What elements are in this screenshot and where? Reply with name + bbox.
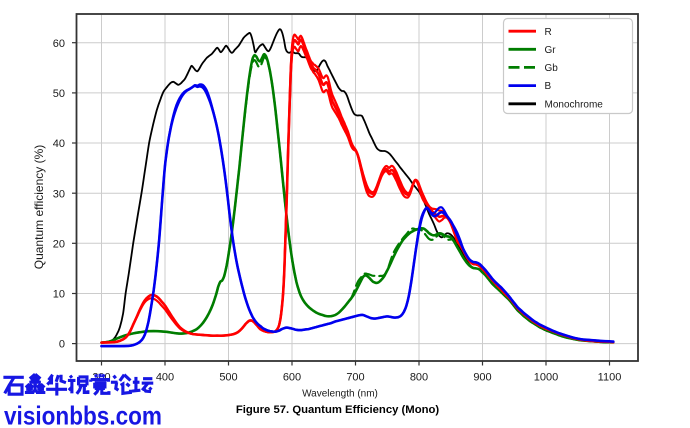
svg-text:Quantum efficiency (%): Quantum efficiency (%) <box>32 145 46 270</box>
svg-text:Wavelength (nm): Wavelength (nm) <box>302 389 378 400</box>
svg-text:Monochrome: Monochrome <box>545 99 604 110</box>
svg-text:700: 700 <box>346 372 364 384</box>
svg-text:Gr: Gr <box>545 45 557 56</box>
svg-text:0: 0 <box>59 339 65 351</box>
svg-text:1000: 1000 <box>534 372 558 384</box>
svg-text:600: 600 <box>283 372 301 384</box>
svg-text:R: R <box>545 27 552 38</box>
svg-text:10: 10 <box>53 289 65 301</box>
svg-text:400: 400 <box>156 372 174 384</box>
svg-text:30: 30 <box>53 188 65 200</box>
svg-text:900: 900 <box>473 372 491 384</box>
svg-text:800: 800 <box>410 372 428 384</box>
svg-text:Figure 57. Quantum Efficiency: Figure 57. Quantum Efficiency (Mono) <box>236 404 440 416</box>
svg-text:50: 50 <box>53 88 65 100</box>
svg-text:visionbbs.com: visionbbs.com <box>4 401 162 428</box>
svg-text:20: 20 <box>53 238 65 250</box>
svg-text:B: B <box>545 81 552 92</box>
svg-text:60: 60 <box>53 38 65 50</box>
svg-text:Gb: Gb <box>545 63 559 74</box>
svg-text:500: 500 <box>219 372 237 384</box>
svg-text:1100: 1100 <box>598 372 622 384</box>
svg-text:40: 40 <box>53 138 65 150</box>
